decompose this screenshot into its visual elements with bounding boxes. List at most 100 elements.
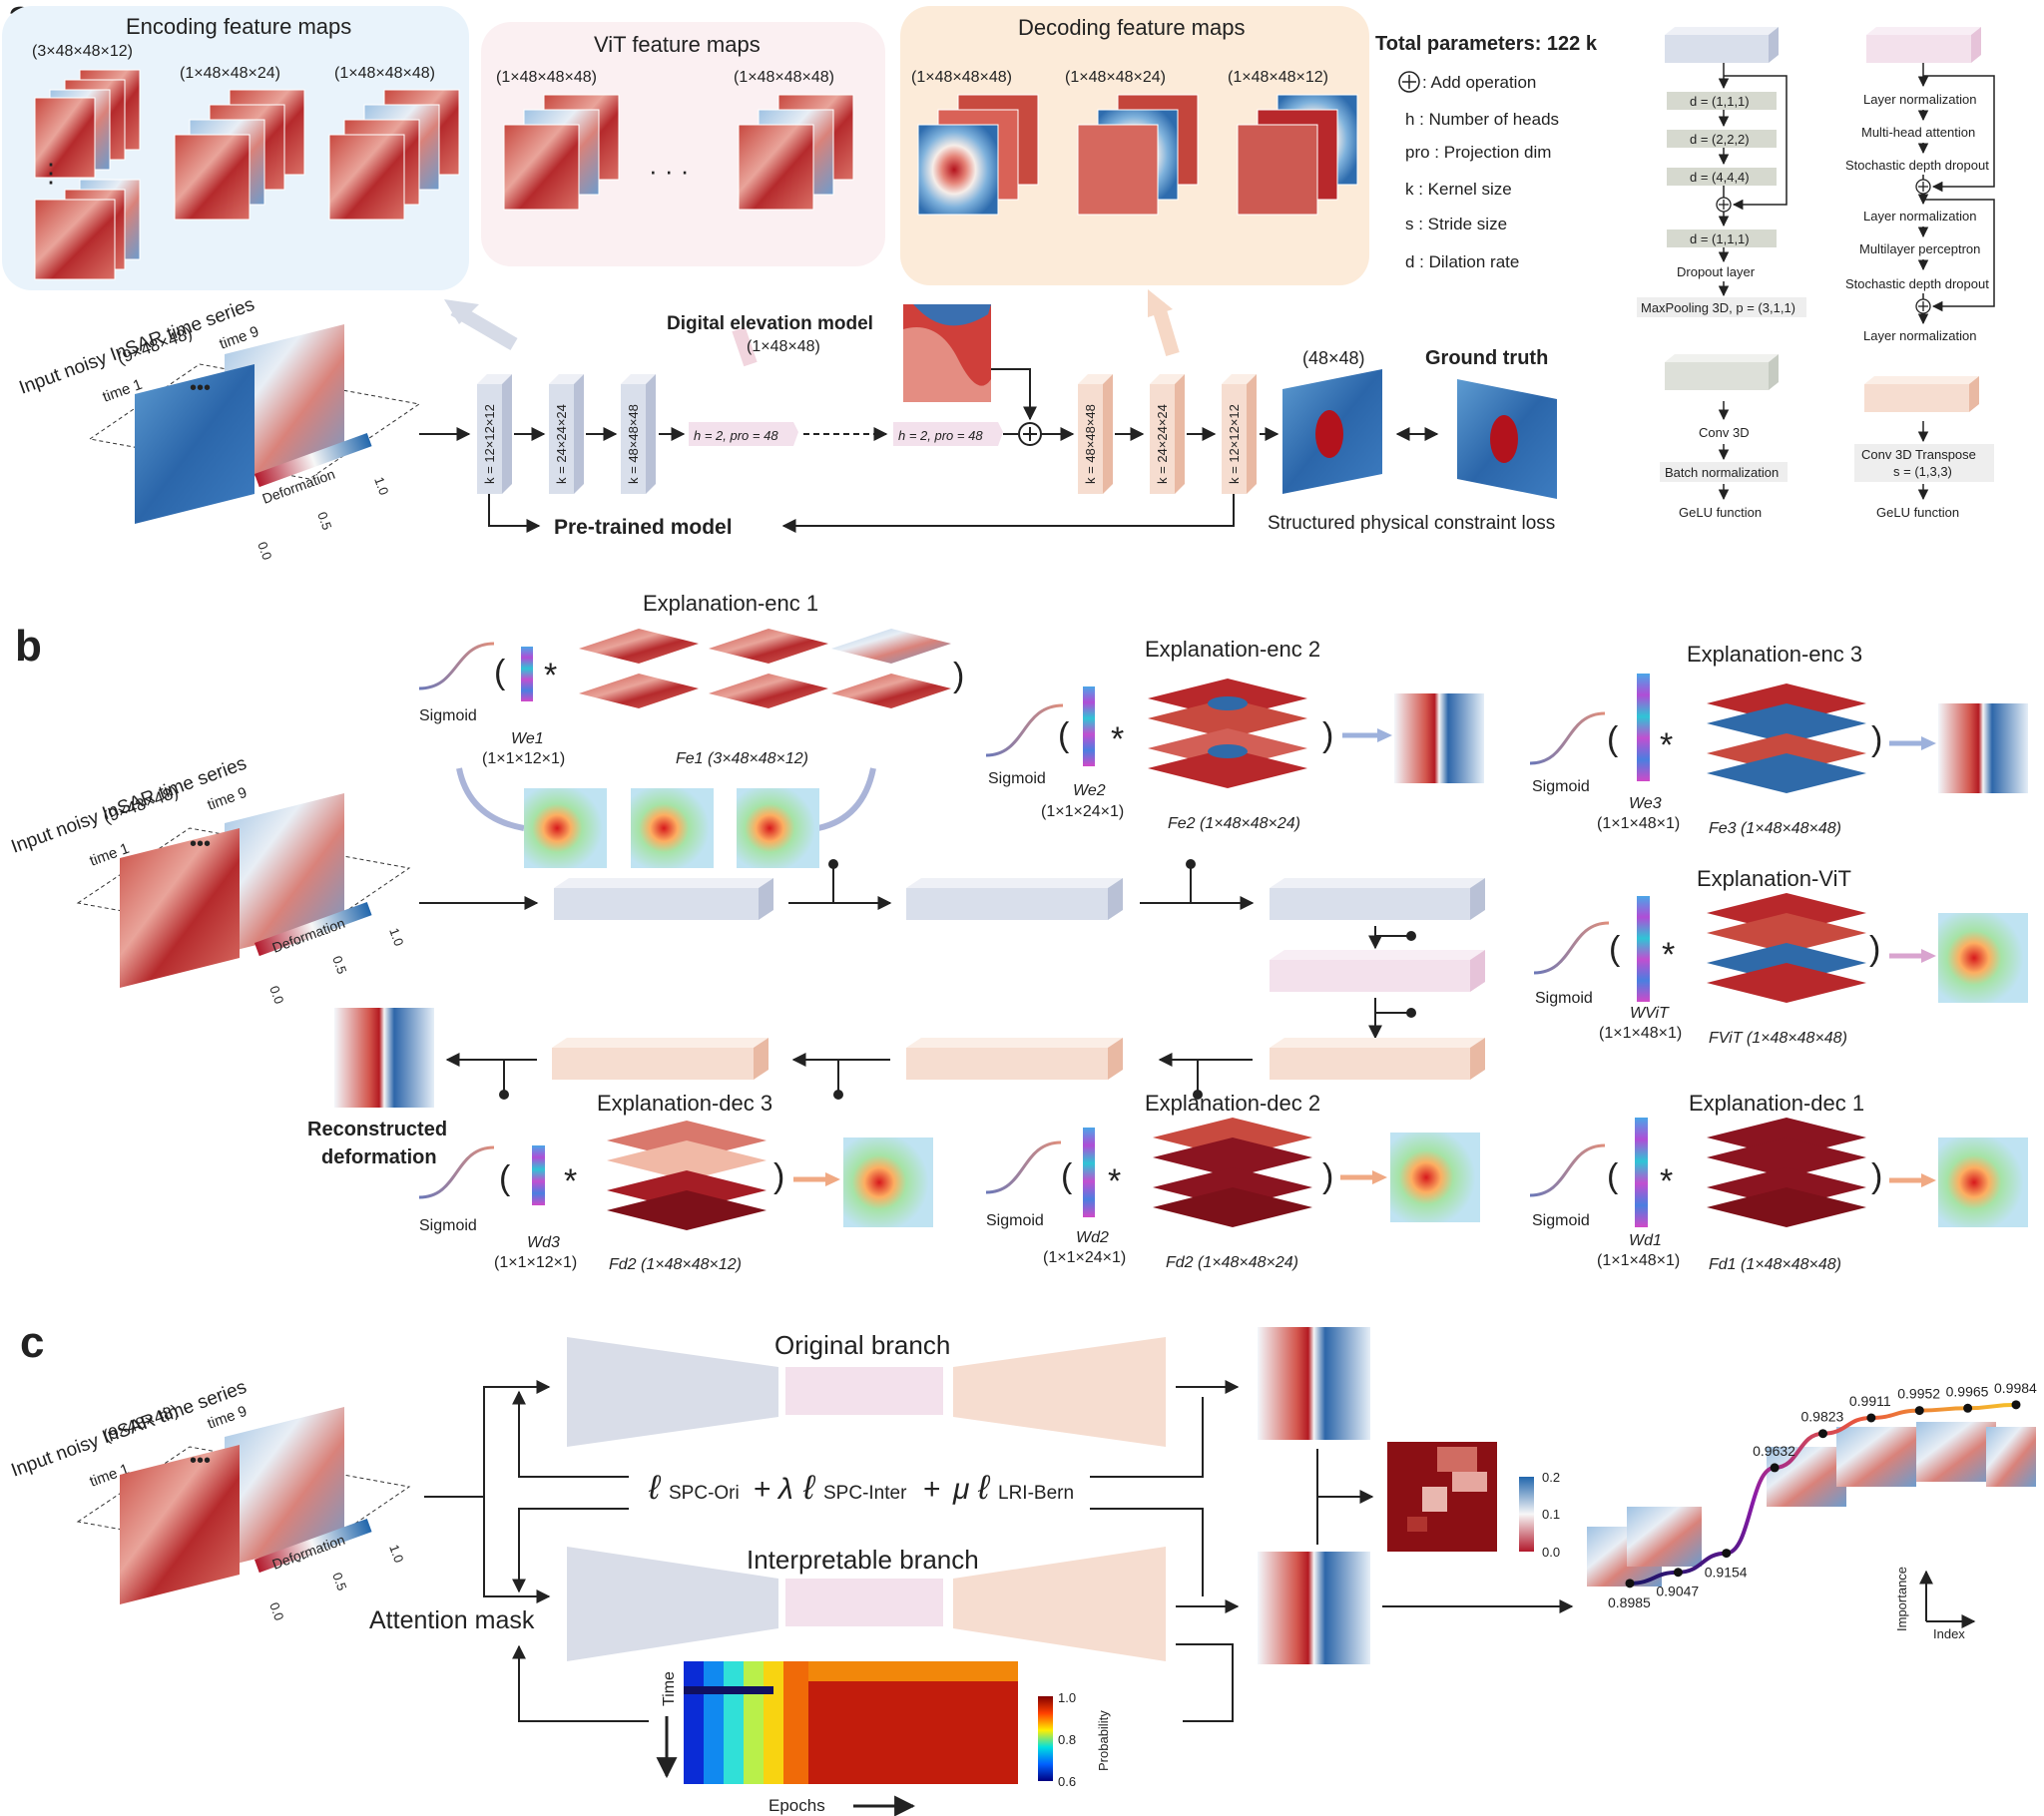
enc1-title: Explanation-enc 1 <box>643 591 818 616</box>
vit-title: Explanation-ViT <box>1697 866 1851 891</box>
decoder-block-b-1 <box>1270 1038 1485 1080</box>
block-conv-0: Conv 3D <box>1699 425 1750 440</box>
dec-dim-3: (1×48×48×12) <box>1228 69 1328 86</box>
panel-c: c Input noisy InSAR time series (9×48×48… <box>9 1318 2037 1816</box>
importance-value-label: 0.9154 <box>1705 1565 1748 1581</box>
loss-mu: μ <box>952 1473 969 1506</box>
enc2-w: We2 <box>1073 782 1106 799</box>
block-enc-1: d = (2,2,2) <box>1690 132 1750 147</box>
importance-value-label: 0.9911 <box>1849 1393 1891 1409</box>
encoder-block-b-1 <box>554 878 773 920</box>
total-params: Total parameters: 122 k <box>1375 33 1598 55</box>
svg-text:): ) <box>1322 716 1333 754</box>
block-tconv-2: GeLU function <box>1876 505 1959 520</box>
loss-lambda: λ <box>776 1473 793 1506</box>
legend-a: Total parameters: 122 k : Add operation … <box>1375 33 1598 271</box>
block-enc-4: Dropout layer <box>1677 264 1756 279</box>
encoding-maps-title: Encoding feature maps <box>126 14 351 39</box>
interpretable-output-map <box>1258 1552 1370 1664</box>
svg-text:): ) <box>953 657 964 694</box>
panel-a: a Encoding feature maps ViT feature maps… <box>2 0 1995 562</box>
importance-points: 0.8985 0.9047 0.9154 0.9632 0.9823 0.9911 0.99… <box>1608 1380 2037 1610</box>
panel-letter-b: b <box>15 622 42 671</box>
block-tconv-1: s = (1,3,3) <box>1893 464 1952 479</box>
original-output-map <box>1258 1327 1370 1440</box>
dec-dim-1: (1×48×48×48) <box>911 69 1012 86</box>
svg-text:(: ( <box>1061 1157 1073 1195</box>
vit-dim-1: (1×48×48×48) <box>496 69 597 86</box>
encoder-block-detail: d = (1,1,1) d = (2,2,2) d = (4,4,4) d = … <box>1637 27 1806 317</box>
vit-f: FViT (1×48×48×48) <box>1709 1030 1847 1047</box>
loss-expression: ℓ SPC-Ori + λ ℓ SPC-Inter + μ ℓ LRI-Bern <box>648 1469 1074 1507</box>
enc3-wdim: (1×1×48×1) <box>1597 815 1680 832</box>
legend-d: d : Dilation rate <box>1405 252 1519 271</box>
block-enc-0: d = (1,1,1) <box>1690 94 1750 109</box>
block-vit-4: Multilayer perceptron <box>1859 241 1980 256</box>
dec-k-2: k = 24×24×24 <box>1155 404 1170 484</box>
dec3-title: Explanation-dec 3 <box>597 1091 772 1116</box>
epochs-axis-label: Epochs <box>768 1796 825 1815</box>
enc1-w: We1 <box>511 730 544 747</box>
dec2-w: Wd2 <box>1076 1229 1109 1246</box>
enc-k-2: k = 24×24×24 <box>554 404 569 484</box>
vit-wdim: (1×1×48×1) <box>1599 1025 1682 1042</box>
vit-maps-title: ViT feature maps <box>594 32 761 57</box>
dec1-title: Explanation-dec 1 <box>1689 1091 1864 1116</box>
explanation-enc-1: Explanation-enc 1 Sigmoid ( * We1 (1×1×1… <box>418 591 964 868</box>
svg-text:*: * <box>1660 1162 1673 1200</box>
cbar-tick-c-2: 1.0 <box>386 1543 406 1565</box>
encoder-block-b-3 <box>1270 878 1485 920</box>
vit-block-a-2: h = 2, pro = 48 <box>893 422 1003 446</box>
legend-s: s : Stride size <box>1405 215 1507 233</box>
dec1-w: Wd1 <box>1629 1232 1662 1249</box>
enc-dim-2: (1×48×48×24) <box>180 65 280 82</box>
importance-point <box>2011 1400 2021 1410</box>
importance-point <box>1770 1463 1780 1473</box>
reconstructed-label-2: deformation <box>321 1146 437 1168</box>
interpretable-branch-title: Interpretable branch <box>747 1545 979 1575</box>
pale-arrow-vit <box>732 326 758 367</box>
dec1-sigmoid: Sigmoid <box>1532 1212 1590 1229</box>
svg-text:· · ·: · · · <box>649 156 689 186</box>
tconv-block-detail: Conv 3D Transpose s = (1,3,3) GeLU funct… <box>1854 376 1994 520</box>
block-vit-5: Stochastic depth dropout <box>1845 276 1989 291</box>
explanation-vit: Explanation-ViT Sigmoid ( * WViT (1×1×48… <box>1533 866 2028 1047</box>
importance-point <box>1818 1429 1827 1439</box>
explanation-dec-2: Explanation-dec 2 Sigmoid ( * Wd2 (1×1×2… <box>985 1091 1480 1271</box>
vit-sigmoid: Sigmoid <box>1535 990 1593 1007</box>
importance-axis-label: Importance <box>1894 1567 1909 1631</box>
cbar-tick-c-1: 0.5 <box>329 1571 349 1592</box>
enc1-wdim: (1×1×12×1) <box>482 750 565 767</box>
importance-value-label: 0.9823 <box>1801 1409 1844 1425</box>
block-enc-3: d = (1,1,1) <box>1690 231 1750 246</box>
svg-text:*: * <box>544 657 557 694</box>
interpretable-branch: Interpretable branch <box>567 1545 1166 1661</box>
importance-value-label: 0.9632 <box>1753 1443 1795 1459</box>
svg-text:*: * <box>1111 720 1124 758</box>
input-stack-b: Input noisy InSAR time series (9×48×48) … <box>9 753 411 1006</box>
enc-k-1: k = 12×12×12 <box>482 404 497 484</box>
svg-text:*: * <box>564 1162 577 1200</box>
vit-block-detail: Layer normalization Multi-head attention… <box>1845 27 1995 343</box>
vit-h-1: h = 2, pro = 48 <box>694 428 778 443</box>
dec-k-3: k = 12×12×12 <box>1227 404 1242 484</box>
diff-tick-1: 0.1 <box>1542 1507 1560 1522</box>
svg-text:): ) <box>1869 930 1880 968</box>
time-axis-label: Time <box>661 1671 678 1706</box>
dec1-f: Fd1 (1×48×48×48) <box>1709 1256 1841 1273</box>
enc3-w: We3 <box>1629 795 1662 812</box>
dem-title: Digital elevation model <box>667 313 873 334</box>
enc2-title: Explanation-enc 2 <box>1145 637 1320 662</box>
legend-k: k : Kernel size <box>1405 180 1512 199</box>
enc1-sigmoid: Sigmoid <box>419 707 477 724</box>
dec-dim-2: (1×48×48×24) <box>1065 69 1166 86</box>
svg-text:(: ( <box>1607 1157 1619 1195</box>
time9-b: time 9 <box>206 784 250 814</box>
loss-plus-1: + <box>754 1473 771 1506</box>
decoder-block-b-3 <box>552 1038 768 1080</box>
encoder-block-b-2 <box>906 878 1123 920</box>
explanation-dec-1: Explanation-dec 1 Sigmoid ( * Wd1 (1×1×4… <box>1529 1091 2028 1273</box>
svg-text:*: * <box>1662 936 1675 974</box>
enc-dim-3: (1×48×48×48) <box>334 65 435 82</box>
dec3-sigmoid: Sigmoid <box>419 1217 477 1234</box>
